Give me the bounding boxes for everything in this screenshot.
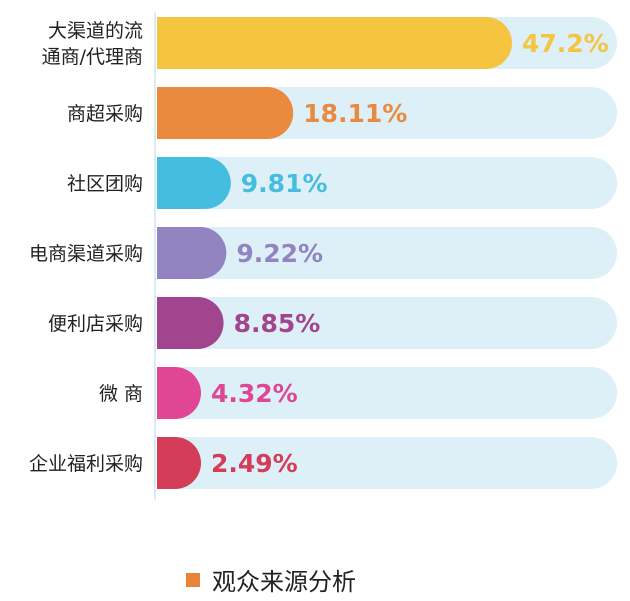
category-label: 微 商 — [99, 383, 143, 405]
bar — [157, 87, 294, 139]
value-label: 2.49% — [211, 449, 298, 478]
category-label: 大渠道的流通商/代理商 — [42, 20, 143, 68]
bar-track — [157, 297, 617, 349]
bar — [157, 17, 512, 69]
bar — [157, 157, 231, 209]
legend: 观众来源分析 — [186, 562, 356, 597]
bar-track — [157, 437, 617, 489]
value-label: 9.22% — [236, 239, 323, 268]
bar-track — [157, 227, 617, 279]
bars — [157, 17, 512, 489]
value-label: 8.85% — [234, 309, 321, 338]
category-label: 社区团购 — [67, 173, 143, 195]
bar — [157, 297, 224, 349]
value-label: 18.11% — [303, 99, 407, 128]
value-label: 9.81% — [241, 169, 328, 198]
bar-track — [157, 157, 617, 209]
category-label: 便利店采购 — [48, 313, 143, 335]
bar — [157, 367, 201, 419]
legend-swatch — [186, 572, 200, 587]
value-label: 4.32% — [211, 379, 298, 408]
category-label: 企业福利采购 — [29, 453, 143, 475]
bar — [157, 227, 227, 279]
bar — [157, 437, 201, 489]
value-label: 47.2% — [522, 29, 609, 58]
category-label: 电商渠道采购 — [29, 243, 143, 265]
legend-label: 观众来源分析 — [212, 568, 356, 596]
category-label: 商超采购 — [67, 103, 143, 125]
bar-track — [157, 367, 617, 419]
value-labels: 47.2% 18.11% 9.81% 9.22% 8.85% 4.32% 2.49% — [211, 29, 609, 478]
